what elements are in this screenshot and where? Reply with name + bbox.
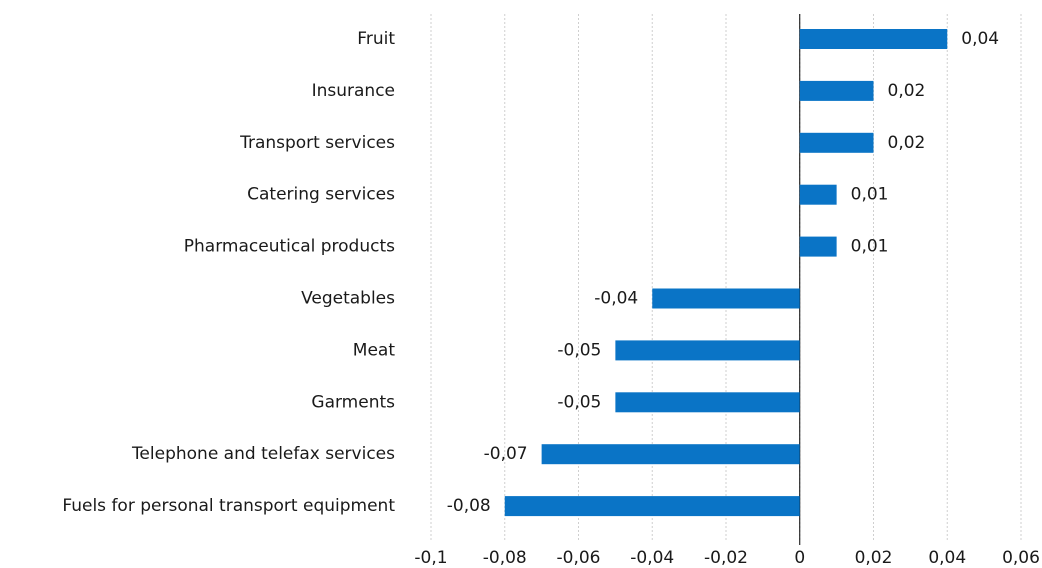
category-label: Insurance — [312, 81, 395, 101]
category-label: Telephone and telefax services — [131, 444, 395, 464]
value-label: 0,04 — [961, 29, 999, 49]
x-tick-label: 0 — [794, 548, 805, 568]
category-label: Garments — [311, 392, 395, 412]
x-tick-label: -0,04 — [630, 548, 674, 568]
value-label: -0,05 — [557, 392, 601, 412]
value-label: -0,07 — [484, 444, 528, 464]
bar — [799, 184, 837, 205]
bar — [615, 392, 800, 413]
bar — [504, 496, 800, 517]
bar — [799, 80, 874, 101]
x-tick-label: 0,06 — [1002, 548, 1040, 568]
value-label: 0,01 — [851, 185, 889, 205]
x-tick-label: -0,06 — [557, 548, 601, 568]
category-label: Fruit — [357, 29, 395, 49]
bar — [615, 340, 800, 361]
category-label: Meat — [353, 340, 396, 360]
category-label: Pharmaceutical products — [184, 237, 395, 257]
value-label: -0,08 — [447, 496, 491, 516]
value-label: 0,02 — [888, 133, 926, 153]
category-label: Transport services — [239, 133, 395, 153]
bar — [799, 132, 874, 153]
x-tick-label: 0,02 — [855, 548, 893, 568]
bar — [799, 29, 948, 49]
category-label: Fuels for personal transport equipment — [62, 496, 395, 516]
bar — [799, 236, 837, 257]
category-label: Catering services — [247, 185, 395, 205]
value-label: 0,02 — [888, 81, 926, 101]
bar — [541, 444, 800, 465]
category-label: Vegetables — [301, 289, 395, 309]
x-tick-label: -0,02 — [704, 548, 748, 568]
value-label: 0,01 — [851, 237, 889, 257]
value-label: -0,05 — [557, 340, 601, 360]
value-label: -0,04 — [594, 289, 638, 309]
x-tick-label: 0,04 — [928, 548, 966, 568]
x-tick-label: -0,08 — [483, 548, 527, 568]
bar — [652, 288, 800, 309]
x-tick-label: -0,1 — [414, 548, 447, 568]
